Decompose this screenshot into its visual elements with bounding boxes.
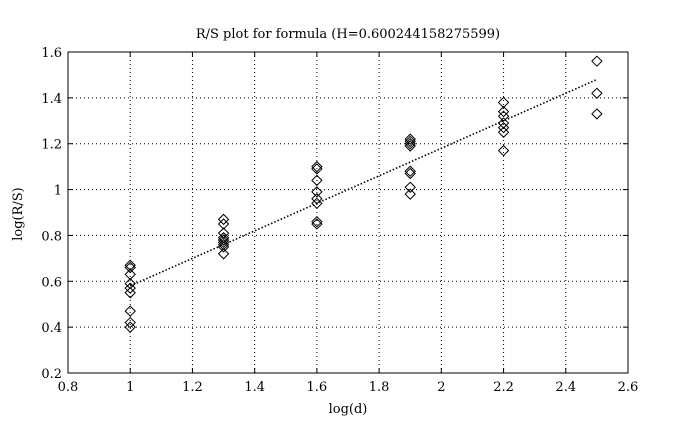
x-tick-label: 2.2 xyxy=(493,380,514,395)
data-point-diamond xyxy=(124,305,136,317)
x-tick-labels: 0.8 1 1.2 1.4 1.6 1.8 2 2.2 2.4 2.6 xyxy=(58,380,639,395)
data-point-diamond xyxy=(217,232,230,244)
data-point-diamond xyxy=(217,236,230,249)
y-tick-label: 1 xyxy=(54,184,62,199)
data-point-diamond xyxy=(311,174,323,187)
x-tick-label: 1.2 xyxy=(182,380,203,395)
data-point-diamond xyxy=(124,316,136,329)
y-tick-label: 0.6 xyxy=(41,275,62,290)
data-point-diamond xyxy=(311,197,323,210)
data-point-diamond xyxy=(404,165,416,177)
data-point-diamond xyxy=(217,218,230,230)
data-point-diamond xyxy=(217,213,230,226)
data-point-diamond xyxy=(124,282,136,294)
data-point-diamond xyxy=(311,163,323,175)
data-point-diamond xyxy=(124,259,136,271)
data-point-diamond xyxy=(591,108,603,120)
data-point-diamond xyxy=(591,55,603,67)
data-point-diamond xyxy=(591,87,603,99)
data-point-diamond xyxy=(124,268,136,281)
data-point-diamond xyxy=(124,287,136,299)
data-point-diamond xyxy=(311,160,323,173)
data-point-diamond xyxy=(497,126,510,138)
y-tick-label: 0.2 xyxy=(41,367,62,382)
x-tick-label: 1.4 xyxy=(244,380,265,395)
data-point-diamond xyxy=(124,277,136,290)
y-tick-label: 1.6 xyxy=(41,46,62,61)
y-tick-label: 0.8 xyxy=(41,229,62,244)
data-point-diamond xyxy=(497,117,510,129)
data-point-diamond xyxy=(217,238,230,251)
x-axis-label: log(d) xyxy=(329,402,368,417)
data-point-diamond xyxy=(217,234,230,246)
data-point-diamond xyxy=(404,140,416,152)
x-tick-label: 2.4 xyxy=(555,380,576,395)
x-tick-label: 2 xyxy=(437,380,445,395)
y-tick-label: 1.2 xyxy=(41,138,62,153)
data-point-diamond xyxy=(124,261,136,274)
grid-lines xyxy=(68,52,628,373)
x-tick-label: 1.8 xyxy=(369,380,390,395)
x-tick-label: 0.8 xyxy=(58,380,79,395)
data-point-diamond xyxy=(404,135,416,148)
data-point-diamond xyxy=(311,218,323,230)
data-point-diamond xyxy=(217,248,230,260)
data-point-diamond xyxy=(311,193,323,205)
data-point-diamond xyxy=(404,133,416,145)
fit-line-group xyxy=(129,78,598,287)
y-tick-label: 0.4 xyxy=(41,321,62,336)
y-axis-label: log(R/S) xyxy=(11,187,26,241)
data-point-diamond xyxy=(217,241,230,253)
chart-title: R/S plot for formula (H=0.60024415827559… xyxy=(196,27,500,42)
data-points xyxy=(124,55,603,333)
x-tick-label: 1 xyxy=(126,380,134,395)
data-point-diamond xyxy=(497,105,510,118)
data-point-diamond xyxy=(404,138,416,150)
plot-frame xyxy=(67,51,629,374)
data-point-diamond xyxy=(124,321,136,333)
data-point-diamond xyxy=(404,167,416,180)
data-point-diamond xyxy=(311,186,323,198)
data-point-diamond xyxy=(497,110,510,122)
data-point-diamond xyxy=(217,227,230,239)
axis-ticks xyxy=(67,51,629,374)
y-tick-labels: 0.2 0.4 0.6 0.8 1 1.2 1.4 1.6 xyxy=(41,46,62,382)
data-point-diamond xyxy=(311,215,323,228)
y-tick-label: 1.4 xyxy=(41,92,62,107)
data-point-diamond xyxy=(497,96,510,109)
data-point-diamond xyxy=(404,188,416,200)
x-tick-label: 1.6 xyxy=(307,380,328,395)
data-point-diamond xyxy=(497,144,510,157)
x-tick-label: 2.6 xyxy=(618,380,639,395)
fit-line xyxy=(129,78,598,287)
data-point-diamond xyxy=(404,181,416,193)
data-point-diamond xyxy=(497,121,510,134)
